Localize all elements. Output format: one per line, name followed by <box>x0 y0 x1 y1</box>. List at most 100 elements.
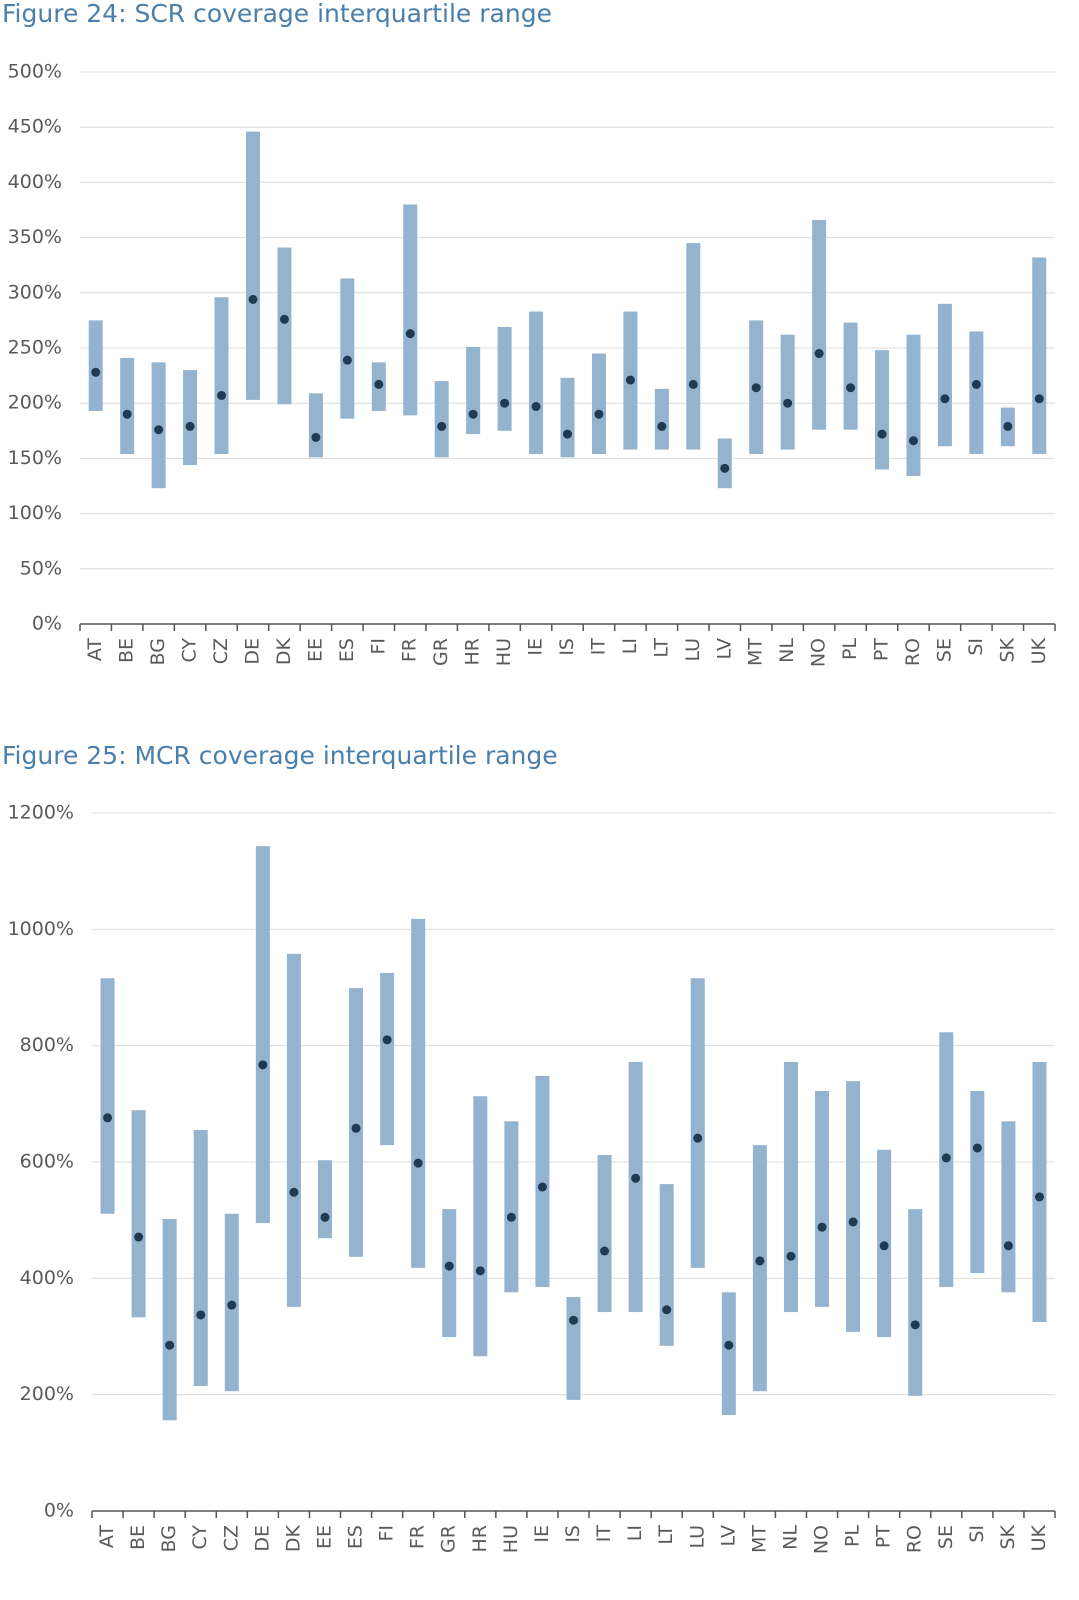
range-bar <box>906 334 921 477</box>
x-tick-label: LT <box>655 1525 677 1545</box>
median-dot <box>631 1173 641 1183</box>
median-dot <box>165 1340 175 1350</box>
median-dot <box>594 409 604 419</box>
x-tick-label: BG <box>158 1525 180 1552</box>
range-bar <box>403 204 418 416</box>
median-dot <box>720 463 730 473</box>
x-tick-label: FI <box>376 1525 398 1542</box>
x-tick-label: BG <box>147 638 169 665</box>
range-bar <box>780 334 795 450</box>
range-bar <box>1001 1121 1016 1293</box>
x-tick-label: SK <box>996 637 1018 662</box>
median-dot <box>91 367 101 377</box>
x-tick-label: LV <box>717 1525 739 1547</box>
chart-title: Figure 25: MCR coverage interquartile ra… <box>2 741 558 770</box>
x-tick-label: UK <box>1028 637 1050 664</box>
median-dot <box>154 425 164 435</box>
x-tick-label: IE <box>525 638 547 656</box>
range-bar <box>308 393 323 458</box>
y-tick-label: 150% <box>8 447 62 469</box>
median-dot <box>475 1266 485 1276</box>
range-bar <box>690 978 705 1268</box>
x-tick-label: NO <box>811 1525 833 1554</box>
median-dot <box>1003 421 1013 431</box>
x-tick-label: PT <box>871 638 893 661</box>
x-tick-label: FI <box>367 638 389 655</box>
median-dot <box>258 1060 268 1070</box>
range-bar <box>560 377 575 458</box>
x-tick-label: DE <box>241 638 263 665</box>
range-bar <box>120 357 135 454</box>
median-dot <box>196 1310 206 1320</box>
median-dot <box>134 1232 144 1242</box>
range-bar <box>654 388 669 450</box>
median-dot <box>941 1153 951 1163</box>
x-tick-label: LI <box>624 1525 646 1541</box>
range-bar <box>846 1081 861 1332</box>
x-tick-label: GR <box>438 1525 460 1553</box>
median-dot <box>468 409 478 419</box>
median-dot <box>625 375 635 385</box>
range-bar <box>752 1145 767 1392</box>
median-dot <box>444 1261 454 1271</box>
median-dot <box>693 1133 703 1143</box>
range-bar <box>497 327 512 431</box>
range-bar <box>686 243 701 450</box>
x-tick-label: IT <box>587 638 609 656</box>
range-bar <box>340 278 355 419</box>
x-tick-label: LU <box>686 1525 708 1549</box>
range-bar <box>628 1061 643 1313</box>
range-bar <box>162 1219 177 1421</box>
range-bar <box>442 1209 457 1338</box>
median-dot <box>877 429 887 439</box>
range-bar <box>504 1121 519 1293</box>
range-bar <box>1032 1061 1047 1322</box>
median-dot <box>1003 1241 1013 1251</box>
median-dot <box>374 379 384 389</box>
range-bar <box>970 1091 985 1274</box>
range-bar <box>411 918 426 1268</box>
median-dot <box>248 294 258 304</box>
median-dot <box>122 409 132 419</box>
range-bar <box>535 1075 550 1288</box>
range-bar <box>937 303 952 447</box>
x-tick-label: SE <box>935 1525 957 1549</box>
y-tick-label: 300% <box>8 281 62 303</box>
y-tick-label: 1000% <box>8 918 74 940</box>
x-tick-label: UK <box>1028 1524 1050 1551</box>
median-dot <box>311 432 321 442</box>
y-tick-label: 0% <box>44 1500 74 1522</box>
range-bar <box>317 1160 332 1239</box>
median-dot <box>910 1320 920 1330</box>
x-tick-label: RO <box>902 638 924 666</box>
range-bar <box>721 1292 736 1416</box>
x-tick-label: PL <box>839 638 861 660</box>
x-tick-label: FR <box>407 1525 429 1549</box>
range-bar <box>88 320 103 411</box>
median-dot <box>848 1217 858 1227</box>
median-dot <box>342 355 352 365</box>
x-tick-label: HR <box>462 638 484 666</box>
median-dot <box>437 421 447 431</box>
median-dot <box>783 398 793 408</box>
x-tick-label: EE <box>304 638 326 662</box>
x-tick-label: IS <box>562 1525 584 1543</box>
median-dot <box>320 1212 330 1222</box>
range-bar <box>591 353 606 454</box>
range-bar <box>131 1110 146 1318</box>
median-dot <box>185 421 195 431</box>
range-bar <box>812 219 827 430</box>
x-tick-label: GR <box>430 638 452 666</box>
x-tick-label: HU <box>493 638 515 666</box>
range-bar <box>277 247 292 405</box>
range-bar <box>815 1091 830 1307</box>
median-dot <box>531 402 541 412</box>
range-bar <box>969 331 984 454</box>
range-bar <box>529 311 544 454</box>
x-tick-label: PT <box>873 1525 895 1548</box>
x-tick-label: PL <box>842 1525 864 1547</box>
median-dot <box>817 1222 827 1232</box>
x-tick-label: SE <box>933 638 955 662</box>
median-dot <box>879 1241 889 1251</box>
